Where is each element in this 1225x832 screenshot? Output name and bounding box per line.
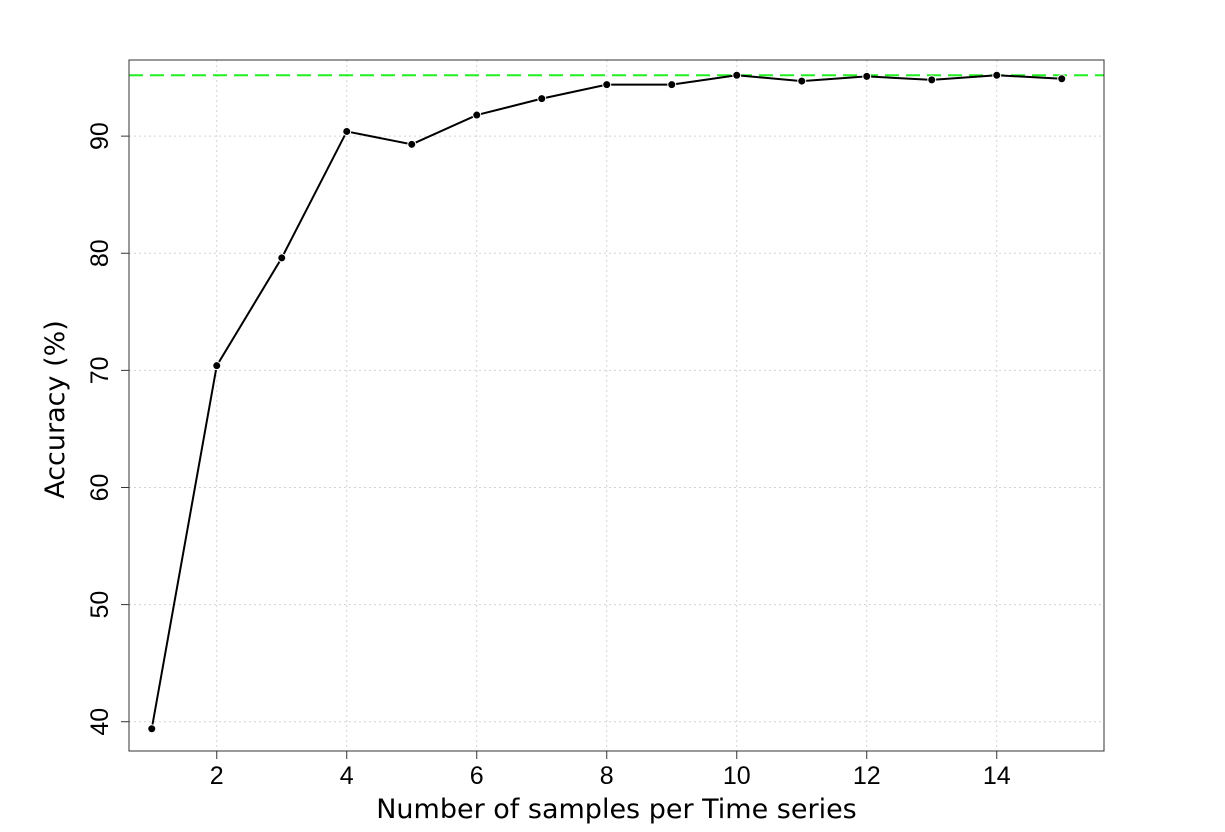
plot-frame — [128, 59, 1105, 752]
x-axis: 2 4 6 8 10 12 14 — [210, 751, 1011, 790]
y-tick-label: 40 — [86, 708, 114, 736]
y-axis-title: Accuracy (%) — [40, 320, 71, 499]
x-tick-label: 12 — [853, 762, 881, 790]
data-point — [862, 71, 872, 81]
data-point — [992, 70, 1002, 80]
x-tick-label: 14 — [983, 762, 1011, 790]
x-tick-label: 2 — [210, 762, 224, 790]
y-tick-label: 70 — [86, 356, 114, 384]
data-point — [342, 126, 352, 136]
series-layer — [147, 70, 1067, 734]
x-tick-label: 6 — [470, 762, 484, 790]
x-tick-label: 4 — [340, 762, 354, 790]
data-point — [537, 94, 547, 104]
data-point — [927, 75, 937, 85]
y-axis: 40 50 60 70 80 90 — [86, 122, 129, 736]
x-tick-label: 8 — [600, 762, 614, 790]
data-point — [212, 361, 222, 371]
y-tick-label: 90 — [86, 122, 114, 150]
x-tick-label: 10 — [723, 762, 751, 790]
data-point — [667, 80, 677, 90]
data-point — [1057, 74, 1067, 84]
y-tick-label: 60 — [86, 474, 114, 502]
data-point — [147, 724, 157, 734]
data-point — [602, 80, 612, 90]
y-tick-label: 50 — [86, 591, 114, 619]
data-point — [277, 253, 287, 263]
data-point — [797, 76, 807, 86]
data-point — [407, 139, 417, 149]
data-point — [472, 110, 482, 120]
x-axis-title: Number of samples per Time series — [376, 794, 857, 825]
data-point — [732, 70, 742, 80]
grid — [129, 60, 1104, 751]
y-tick-label: 80 — [86, 239, 114, 267]
